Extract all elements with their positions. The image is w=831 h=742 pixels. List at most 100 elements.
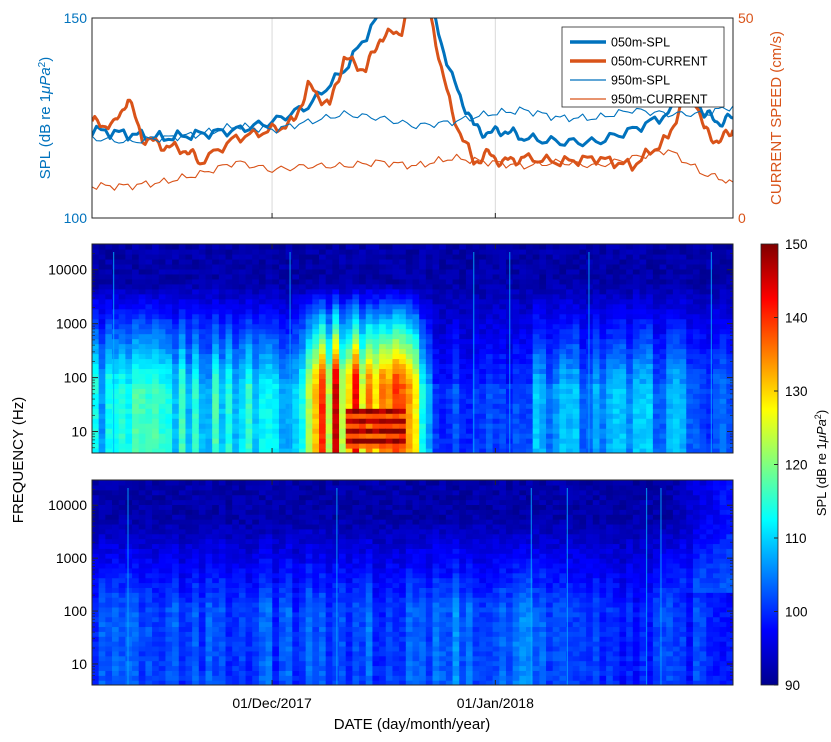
- spectrogram-cell: [559, 339, 566, 345]
- spectrogram-cell: [566, 378, 573, 384]
- spectrogram-cell: [259, 284, 266, 290]
- spectrogram-cell: [145, 413, 152, 419]
- spectrogram-cell: [165, 641, 172, 646]
- spectrogram-cell: [132, 254, 139, 260]
- spectrogram-cell: [286, 304, 293, 310]
- spectrogram-cell: [713, 344, 720, 350]
- spectrogram-cell: [680, 284, 687, 290]
- spectrogram-cell: [433, 329, 440, 335]
- spectrogram-cell: [279, 339, 286, 345]
- spectrogram-cell: [419, 383, 426, 389]
- spectrogram-cell: [292, 393, 299, 399]
- spectrogram-cell: [339, 398, 346, 404]
- spectrogram-cell: [339, 438, 346, 444]
- spectrogram-cell: [292, 433, 299, 439]
- spectrogram-cell: [159, 244, 166, 250]
- spectrogram-cell: [359, 344, 366, 350]
- spectrogram-cell: [372, 349, 379, 355]
- spectrogram-cell: [506, 244, 513, 250]
- spectrogram-cell: [246, 358, 253, 364]
- spectrogram-cell: [145, 403, 152, 409]
- spectrogram-cell: [266, 388, 273, 394]
- spectrogram-cell: [640, 408, 647, 414]
- spectrogram-cell: [680, 349, 687, 355]
- spectrogram-cell: [566, 309, 573, 315]
- spectrogram-cell: [179, 656, 186, 661]
- spectrogram-cell: [206, 294, 213, 300]
- spectrogram-cell: [586, 388, 593, 394]
- spectrogram-cell: [713, 433, 720, 439]
- spectrogram-cell: [192, 514, 199, 519]
- spectrogram-cell: [326, 373, 333, 379]
- spectrogram-cell: [105, 284, 112, 290]
- spectrogram-cell: [666, 358, 673, 364]
- spectrogram-cell: [145, 334, 152, 340]
- spectrogram-cell: [466, 339, 473, 345]
- spectrogram-cell: [165, 358, 172, 364]
- spectrogram-cell: [92, 661, 99, 666]
- spectrogram-cell: [332, 254, 339, 260]
- spectrogram-cell: [145, 393, 152, 399]
- spectrogram-cell: [700, 433, 707, 439]
- spectrogram-cell: [152, 363, 159, 369]
- spectrogram-cell: [92, 373, 99, 379]
- spectrogram-cell: [319, 378, 326, 384]
- spectrogram-cell: [279, 299, 286, 305]
- spectrogram-cell: [252, 259, 259, 265]
- spectrogram-cell: [379, 324, 386, 330]
- spectrogram-cell: [112, 636, 119, 641]
- spectrogram-cell: [359, 284, 366, 290]
- spectrogram-cell: [312, 334, 319, 340]
- spectrogram-cell: [513, 443, 520, 449]
- spectrogram-cell: [680, 443, 687, 449]
- spectrogram-cell: [152, 534, 159, 539]
- spectrogram-cell: [633, 294, 640, 300]
- spectrogram-cell: [299, 314, 306, 320]
- spectrogram-cell: [352, 249, 359, 255]
- spectrogram-cell: [219, 597, 226, 602]
- spectrogram-cell: [660, 264, 667, 270]
- spectrogram-cell: [112, 524, 119, 529]
- spectrogram-cell: [239, 363, 246, 369]
- spectrogram-cell: [179, 519, 186, 524]
- spectrogram-cell: [419, 314, 426, 320]
- spectrogram-cell: [306, 319, 313, 325]
- spectrogram-050m-image: [92, 244, 734, 454]
- spectrogram-cell: [413, 319, 420, 325]
- spectrogram-cell: [132, 284, 139, 290]
- spectrogram-cell: [439, 349, 446, 355]
- spectrogram-cell: [453, 433, 460, 439]
- spectrogram-cell: [706, 373, 713, 379]
- spectrogram-cell: [199, 587, 206, 592]
- spectrogram-cell: [206, 324, 213, 330]
- spectrogram-cell: [486, 249, 493, 255]
- spectrogram-cell: [372, 418, 379, 424]
- spectrogram-cell: [172, 631, 179, 636]
- spectrogram-cell: [105, 587, 112, 592]
- spectrogram-cell: [125, 612, 132, 617]
- spectrogram-cell: [553, 403, 560, 409]
- spectrogram-cell: [439, 284, 446, 290]
- spectrogram-cell: [519, 443, 526, 449]
- spectrogram-cell: [152, 665, 159, 670]
- spectrogram-cell: [673, 299, 680, 305]
- spectrogram-cell: [145, 573, 152, 578]
- spectrogram-cell: [513, 428, 520, 434]
- spectrogram-cell: [606, 269, 613, 275]
- spectrogram-cell: [519, 368, 526, 374]
- spectrogram-cell: [212, 675, 219, 680]
- spectrogram-cell: [125, 607, 132, 612]
- spectrogram-cell: [539, 423, 546, 429]
- spectrogram-cell: [152, 553, 159, 558]
- spectrogram-cell: [519, 299, 526, 305]
- spectrogram-cell: [352, 378, 359, 384]
- spectrogram-cell: [139, 304, 146, 310]
- spectrogram-cell: [339, 269, 346, 275]
- spectrogram-cell: [139, 573, 146, 578]
- spectrogram-cell: [219, 334, 226, 340]
- spectrogram-cell: [266, 393, 273, 399]
- spectrogram-cell: [433, 373, 440, 379]
- spectrogram-cell: [646, 334, 653, 340]
- spectrogram-cell: [112, 543, 119, 548]
- spectrogram-cell: [486, 373, 493, 379]
